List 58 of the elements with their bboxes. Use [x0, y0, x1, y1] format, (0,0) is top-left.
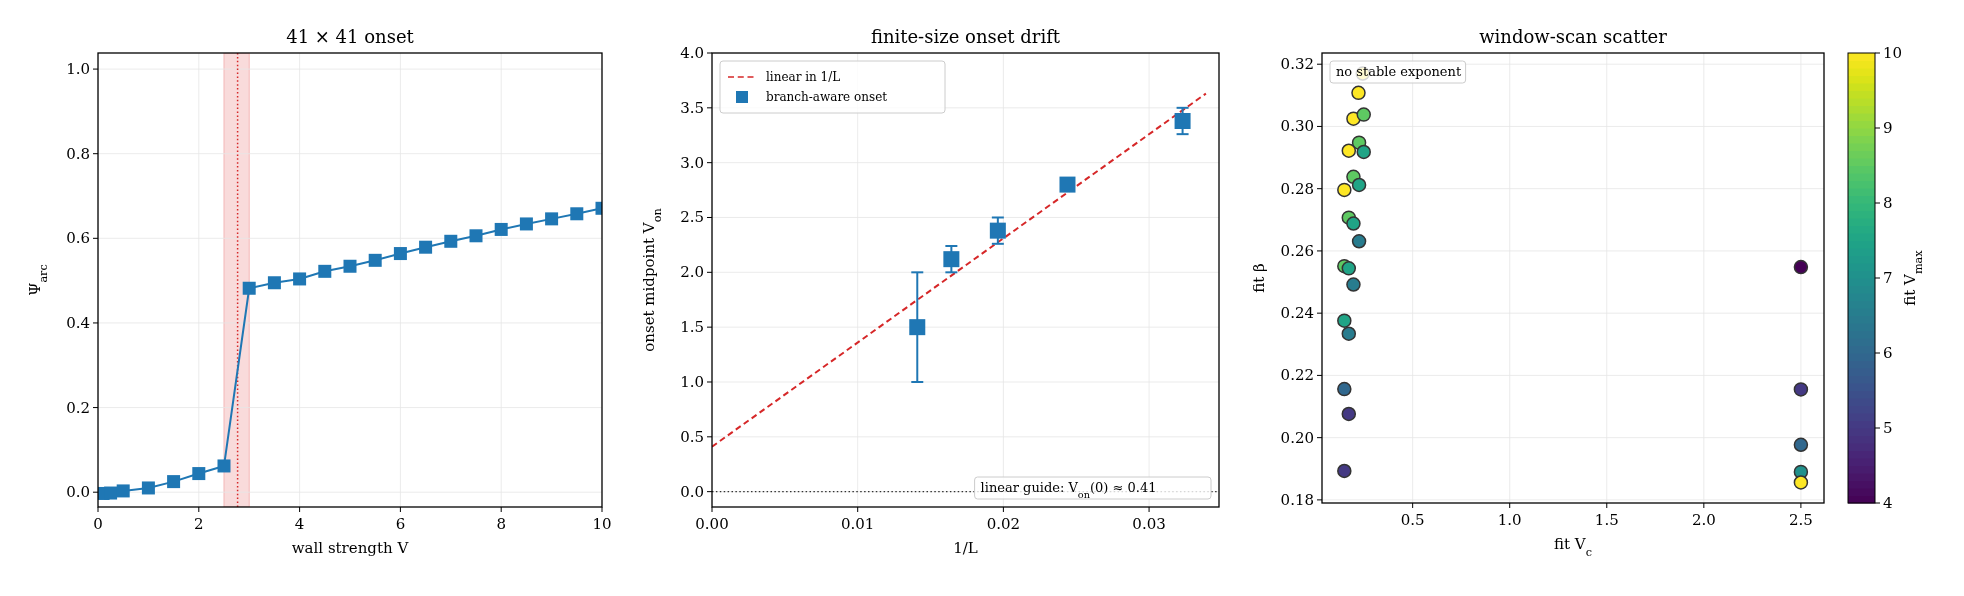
chart-title: 41 × 41 onset [286, 26, 415, 47]
color-bar-label: 10 [1883, 44, 1903, 62]
y-tick-label: 2.5 [680, 208, 704, 227]
y-tick-label: 0.5 [680, 427, 704, 446]
x-tick-label: 0.5 [1400, 511, 1425, 529]
y-tick-label: 0.32 [1280, 55, 1314, 74]
y-tick-label: 4.0 [680, 44, 704, 62]
y-tick-label: 0.0 [66, 483, 90, 502]
text-box: no stable exponent [1329, 60, 1467, 84]
y-tick-label: 3.5 [680, 98, 704, 117]
chart-title: finite-size onset drift [870, 26, 1061, 47]
annotation: no stable exponent [1336, 64, 1462, 79]
color-bar-label: 6 [1883, 344, 1893, 362]
y-tick-label: 0.22 [1280, 366, 1314, 385]
x-tick-label: 1.0 [1497, 511, 1522, 529]
x-tick-label: 10 [592, 515, 612, 533]
color-bar-label: 9 [1883, 119, 1893, 137]
color-bar-label: 4 [1883, 494, 1893, 512]
y-tick-label: 0.4 [66, 313, 90, 332]
y-tick-label: 1.5 [680, 318, 704, 337]
x-tick-label: 4 [294, 515, 305, 533]
x-tick-label: 0.00 [695, 515, 729, 533]
y-tick-label: 0.2 [66, 398, 90, 417]
legend-label: branch-aware onset [766, 90, 888, 104]
x-tick-label: 1.5 [1594, 511, 1619, 529]
x-tick-label: 0.03 [1132, 515, 1166, 533]
x-tick-label: 2.0 [1691, 511, 1716, 529]
y-tick-label: 0.18 [1280, 490, 1314, 509]
y-tick-label: 2.0 [680, 263, 704, 282]
x-tick-label: 6 [395, 515, 406, 533]
x-tick-label: 0.02 [986, 515, 1021, 533]
y-tick-label: 0.26 [1280, 241, 1314, 260]
y-tick-label: 0.20 [1280, 428, 1314, 447]
color-bar-label: 5 [1883, 419, 1893, 437]
x-axis-title: fit V$_{c}$ [1554, 535, 1592, 559]
y-tick-label: 0.6 [66, 229, 90, 248]
y-tick-label: 0.30 [1280, 117, 1314, 136]
x-tick-label: 0 [93, 515, 103, 533]
color-bar-label: 8 [1883, 194, 1893, 212]
text-box: linear guide: V$_{on}$(0) ≈ 0.41 [974, 476, 1212, 500]
x-tick-label: 2 [194, 515, 204, 533]
y-tick-label: 0.28 [1280, 179, 1314, 198]
x-axis-title: wall strength V [291, 539, 410, 557]
y-tick-label: 3.0 [680, 153, 704, 172]
x-tick-label: 0.01 [840, 515, 875, 533]
color-bar-label: 7 [1883, 269, 1893, 287]
y-tick-label: 1.0 [680, 372, 704, 391]
y-tick-label: 0.24 [1280, 304, 1314, 323]
legend-label: linear in 1/L [766, 70, 841, 84]
x-tick-label: 2.5 [1788, 511, 1813, 529]
x-axis-title: 1/L [953, 539, 978, 557]
annotation: linear guide: V$_{on}$(0) ≈ 0.41 [980, 480, 1157, 500]
y-tick-label: 0.0 [680, 482, 704, 501]
x-tick-label: 8 [496, 515, 506, 533]
chart-title: window-scan scatter [1479, 26, 1668, 47]
y-axis-title: fit β [1250, 263, 1268, 293]
y-tick-label: 1.0 [66, 60, 90, 79]
y-tick-label: 0.8 [66, 144, 90, 163]
